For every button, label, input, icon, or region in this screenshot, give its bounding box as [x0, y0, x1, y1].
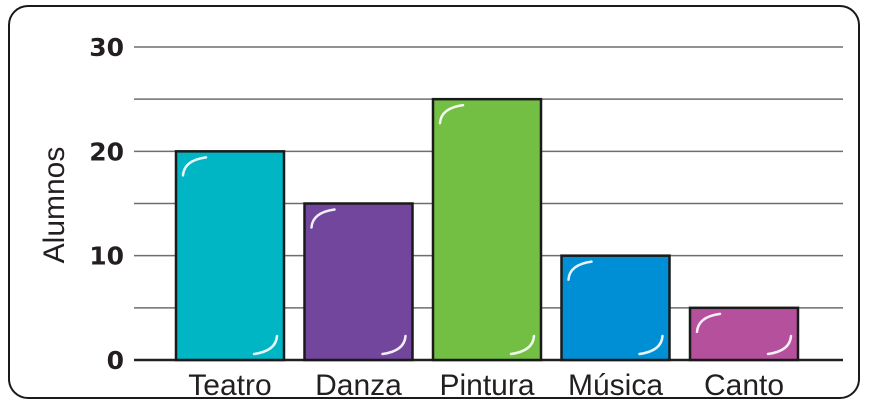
x-category-label: Canto: [704, 369, 784, 402]
y-tick-label: 30: [89, 33, 124, 62]
bar-danza: [303, 202, 414, 362]
bar-canto: [688, 306, 800, 362]
bar-teatro: [174, 150, 286, 362]
bar-música: [560, 254, 671, 362]
x-category-label: Música: [568, 369, 663, 402]
x-category-label: Danza: [315, 369, 402, 402]
x-category-labels: Teatro Danza Pintura Música Canto: [188, 369, 784, 402]
y-tick-label: 20: [89, 137, 124, 166]
x-category-label: Teatro: [188, 369, 271, 402]
y-axis-label: Alumnos: [38, 147, 71, 264]
y-tick-label: 0: [107, 346, 124, 375]
bar-pintura: [431, 97, 543, 362]
y-tick-label: 10: [89, 242, 124, 271]
y-tick-labels: 0 10 20 30: [89, 33, 124, 375]
x-category-label: Pintura: [439, 369, 534, 402]
bars: [174, 97, 800, 362]
